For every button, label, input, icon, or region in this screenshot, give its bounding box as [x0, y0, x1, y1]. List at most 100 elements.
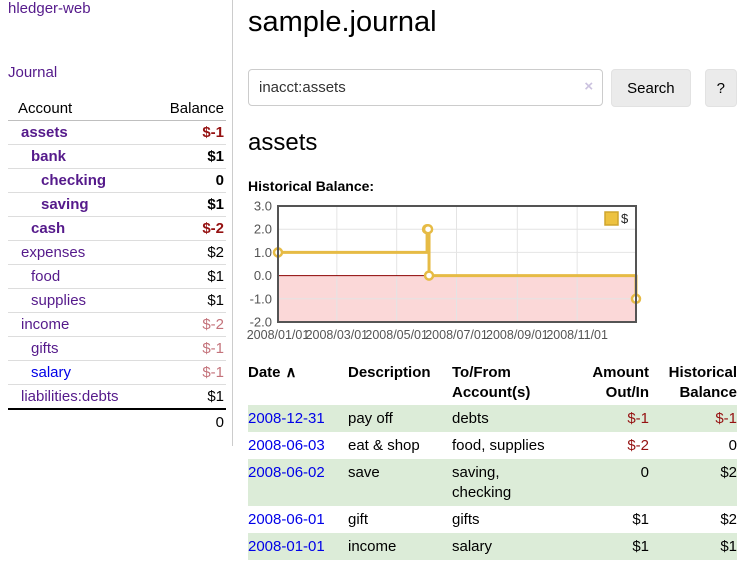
- svg-text:1.0: 1.0: [254, 245, 272, 260]
- transaction-amount: 0: [640, 464, 649, 481]
- sidebar-account-link[interactable]: salary: [31, 364, 72, 381]
- account-balance: $-2: [117, 216, 226, 241]
- sidebar-account-link[interactable]: food: [31, 268, 61, 285]
- svg-text:$: $: [621, 211, 629, 226]
- account-row: bank $1: [8, 144, 226, 169]
- transaction-accounts: salary: [452, 538, 493, 555]
- account-row: supplies $1: [8, 288, 226, 313]
- register-row: 2008-06-02 save saving, checking 0 $2: [248, 459, 737, 506]
- accounts-table: Account Balance assets $-1 bank $1 checking 0…: [8, 97, 226, 435]
- account-row: cash $-2: [8, 216, 226, 241]
- svg-text:2008/07/01: 2008/07/01: [425, 328, 488, 342]
- help-button[interactable]: ?: [704, 69, 737, 107]
- sidebar-account-link[interactable]: income: [21, 316, 70, 333]
- sidebar-account-link[interactable]: supplies: [31, 292, 87, 309]
- account-row: assets $-1: [8, 121, 226, 145]
- account-balance: $2: [117, 240, 226, 265]
- transaction-description: gift: [348, 511, 369, 528]
- account-row: food $1: [8, 264, 226, 289]
- account-row: salary $-1: [8, 360, 226, 385]
- sidebar: hledger-web Journal Account Balance asse…: [0, 0, 233, 446]
- sidebar-account-link[interactable]: saving: [41, 196, 89, 213]
- search-input[interactable]: [248, 69, 604, 106]
- transaction-date-link[interactable]: 2008-12-31: [248, 410, 325, 427]
- register-row: 2008-12-31 pay off debts $-1 $-1: [248, 405, 737, 432]
- register-table: Date ∧ Description To/From Account(s) Amo…: [248, 361, 737, 560]
- app-title-link[interactable]: hledger-web: [8, 0, 91, 17]
- account-balance: $1: [117, 144, 226, 169]
- sidebar-account-link[interactable]: expenses: [21, 244, 86, 261]
- clear-search-icon[interactable]: ×: [584, 78, 594, 95]
- main-content: sample.journal × Search ? assets Histori…: [247, 0, 737, 560]
- svg-text:2.0: 2.0: [254, 222, 272, 237]
- accounts-header-account: Account: [8, 97, 117, 121]
- transaction-balance: $2: [720, 464, 737, 481]
- accounts-total-value: 0: [117, 408, 226, 435]
- svg-text:3.0: 3.0: [254, 199, 272, 214]
- transaction-amount: $-2: [627, 437, 649, 454]
- svg-text:2008/11/01: 2008/11/01: [546, 328, 608, 342]
- account-row: liabilities:debts $1: [8, 384, 226, 409]
- historical-balance-chart[interactable]: 3.0 2.0 1.0 0.0 -1.0 -2.0 2008/01/01 2008/03/01…: [247, 199, 737, 347]
- register-header-description: Description: [348, 364, 431, 381]
- sidebar-account-link[interactable]: bank: [31, 148, 67, 165]
- search-box: ×: [248, 69, 604, 107]
- account-balance: $1: [117, 192, 226, 217]
- account-balance: $-1: [117, 336, 226, 361]
- transaction-amount: $1: [632, 511, 649, 528]
- sort-ascending-icon: ∧: [285, 364, 297, 381]
- transaction-balance: $1: [720, 538, 737, 555]
- accounts-total-row: 0: [8, 408, 226, 435]
- transaction-description: eat & shop: [348, 437, 420, 454]
- transaction-date-link[interactable]: 2008-06-02: [248, 464, 325, 481]
- account-balance: $-1: [202, 124, 224, 141]
- svg-text:-1.0: -1.0: [250, 291, 272, 306]
- sidebar-account-link[interactable]: gifts: [31, 340, 59, 357]
- page-title: sample.journal: [248, 6, 437, 38]
- search-button[interactable]: Search: [611, 69, 691, 107]
- account-heading: assets: [248, 129, 318, 156]
- transaction-accounts: debts: [452, 410, 489, 427]
- account-balance: $1: [117, 264, 226, 289]
- register-row: 2008-06-03 eat & shop food, supplies $-2 0: [248, 432, 737, 459]
- account-row: expenses $2: [8, 240, 226, 265]
- svg-text:2008/09/01: 2008/09/01: [486, 328, 549, 342]
- search-row: × Search ?: [248, 69, 737, 107]
- account-balance: $1: [117, 384, 226, 409]
- transaction-balance: 0: [728, 437, 737, 454]
- account-balance: $-2: [117, 312, 226, 337]
- transaction-accounts: saving, checking: [452, 464, 512, 501]
- sidebar-account-link[interactable]: liabilities:debts: [21, 388, 119, 405]
- svg-text:-2.0: -2.0: [250, 315, 272, 330]
- account-balance: 0: [117, 168, 226, 193]
- account-row: saving $1: [8, 192, 226, 217]
- transaction-date-link[interactable]: 2008-06-01: [248, 511, 325, 528]
- svg-text:2008/01/01: 2008/01/01: [247, 328, 310, 342]
- transaction-accounts: food, supplies: [452, 437, 545, 454]
- register-header-date[interactable]: Date ∧: [248, 364, 297, 381]
- transaction-description: pay off: [348, 410, 393, 427]
- transaction-date-link[interactable]: 2008-01-01: [248, 538, 325, 555]
- account-balance: $1: [117, 288, 226, 313]
- chart-title: Historical Balance:: [248, 178, 375, 194]
- sidebar-account-link[interactable]: assets: [21, 124, 68, 141]
- register-header-row: Date ∧ Description To/From Account(s) Amo…: [248, 361, 737, 405]
- sidebar-account-link[interactable]: cash: [31, 220, 66, 237]
- sidebar-account-link[interactable]: checking: [41, 172, 107, 189]
- sidebar-item-journal[interactable]: Journal: [8, 64, 58, 81]
- svg-text:2008/03/01: 2008/03/01: [306, 328, 369, 342]
- register-header-balance: Historical Balance: [668, 364, 737, 401]
- transaction-accounts: gifts: [452, 511, 480, 528]
- transaction-amount: $1: [632, 538, 649, 555]
- account-balance: $-1: [117, 360, 226, 385]
- transaction-date-link[interactable]: 2008-06-03: [248, 437, 325, 454]
- account-row: gifts $-1: [8, 336, 226, 361]
- transaction-description: income: [348, 538, 397, 555]
- svg-text:0.0: 0.0: [254, 268, 272, 283]
- account-row: checking 0: [8, 168, 226, 193]
- transaction-amount: $-1: [627, 410, 649, 427]
- transaction-description: save: [348, 464, 380, 481]
- account-row: income $-2: [8, 312, 226, 337]
- transaction-balance: $2: [720, 511, 737, 528]
- svg-text:2008/05/01: 2008/05/01: [365, 328, 428, 342]
